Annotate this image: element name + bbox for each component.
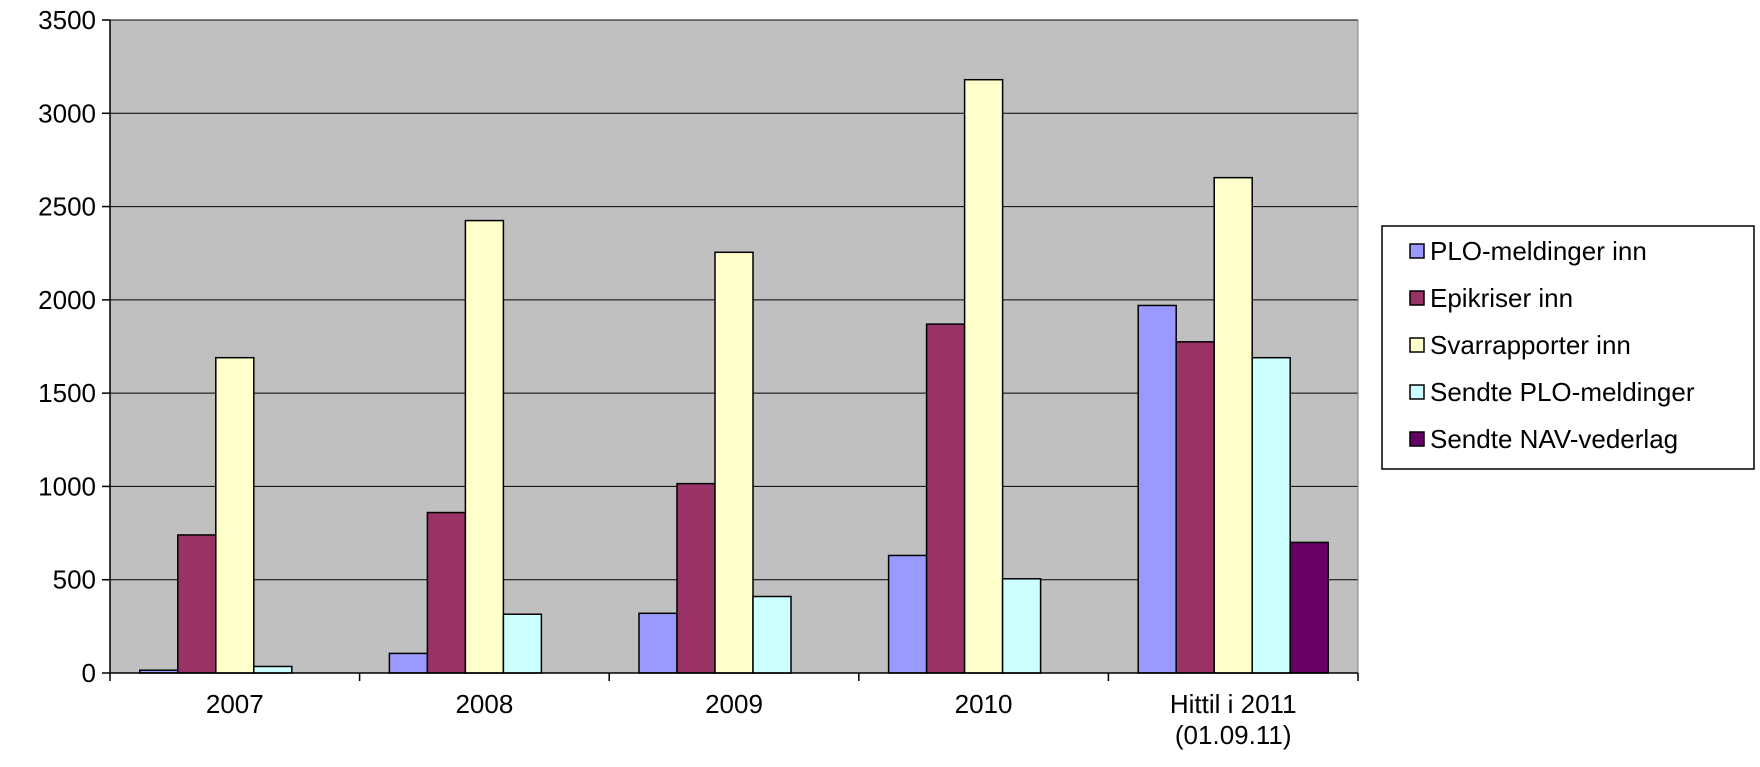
bar-1-4 (887, 554, 928, 674)
legend-swatch-1 (1409, 243, 1425, 259)
bar-1-5 (1137, 304, 1177, 674)
x-tick-label: 2009 (705, 689, 763, 719)
x-tick-labels: 2007 2008 2009 2010 Hittil i 2011 (01.09.11) (206, 689, 1297, 750)
legend-label-2: Epikriser inn (1430, 283, 1573, 313)
bar-3-5 (1213, 176, 1253, 674)
legend-box (1381, 225, 1755, 470)
bar-3-2 (464, 219, 505, 674)
y-tick-labels: 0 500 1000 1500 2000 2500 3000 3500 (38, 5, 96, 688)
legend-label-5: Sendte NAV-vederlag (1430, 424, 1678, 454)
y-tick-label: 1000 (38, 471, 96, 501)
legend: PLO-meldinger inn Epikriser inn Svarrappor… (1381, 225, 1755, 470)
bar-3-1 (215, 356, 255, 674)
legend-label-4: Sendte PLO-meldinger (1430, 377, 1695, 407)
bar-4-3 (752, 595, 792, 674)
legend-label-3: Svarrapporter inn (1430, 330, 1631, 360)
x-tick-label: 2007 (206, 689, 264, 719)
x-tick-label: 2010 (955, 689, 1013, 719)
bar-4-2 (502, 613, 543, 674)
y-tick-label: 2000 (38, 285, 96, 315)
bar-2-5 (1175, 341, 1215, 674)
bar-2-1 (177, 534, 217, 674)
legend-swatch-3 (1409, 337, 1425, 353)
bar-1-2 (388, 652, 429, 674)
bar-4-1 (253, 665, 293, 674)
y-tick-label: 500 (53, 565, 96, 595)
bar-3-4 (963, 78, 1004, 674)
y-tick-label: 1500 (38, 378, 96, 408)
legend-swatch-2 (1409, 290, 1425, 306)
bar-1-3 (638, 612, 678, 674)
bar-4-4 (1001, 578, 1042, 674)
legend-swatch-4 (1409, 384, 1425, 400)
y-tick-label: 2500 (38, 192, 96, 222)
legend-label-1: PLO-meldinger inn (1430, 236, 1647, 266)
y-tick-label: 0 (82, 658, 96, 688)
y-tick-label: 3500 (38, 5, 96, 35)
bar-2-4 (925, 323, 966, 674)
x-tick-label: 2008 (455, 689, 513, 719)
axes (102, 19, 1359, 681)
x-tick-label: Hittil i 2011 (01.09.11) (1170, 689, 1297, 750)
bar-2-2 (426, 511, 467, 674)
bars (139, 78, 1329, 674)
bar-5-5 (1289, 541, 1329, 674)
legend-swatch-5 (1409, 431, 1425, 447)
bar-4-5 (1251, 356, 1291, 674)
y-tick-label: 3000 (38, 98, 96, 128)
bar-2-3 (676, 482, 716, 674)
bar-3-3 (714, 251, 754, 674)
